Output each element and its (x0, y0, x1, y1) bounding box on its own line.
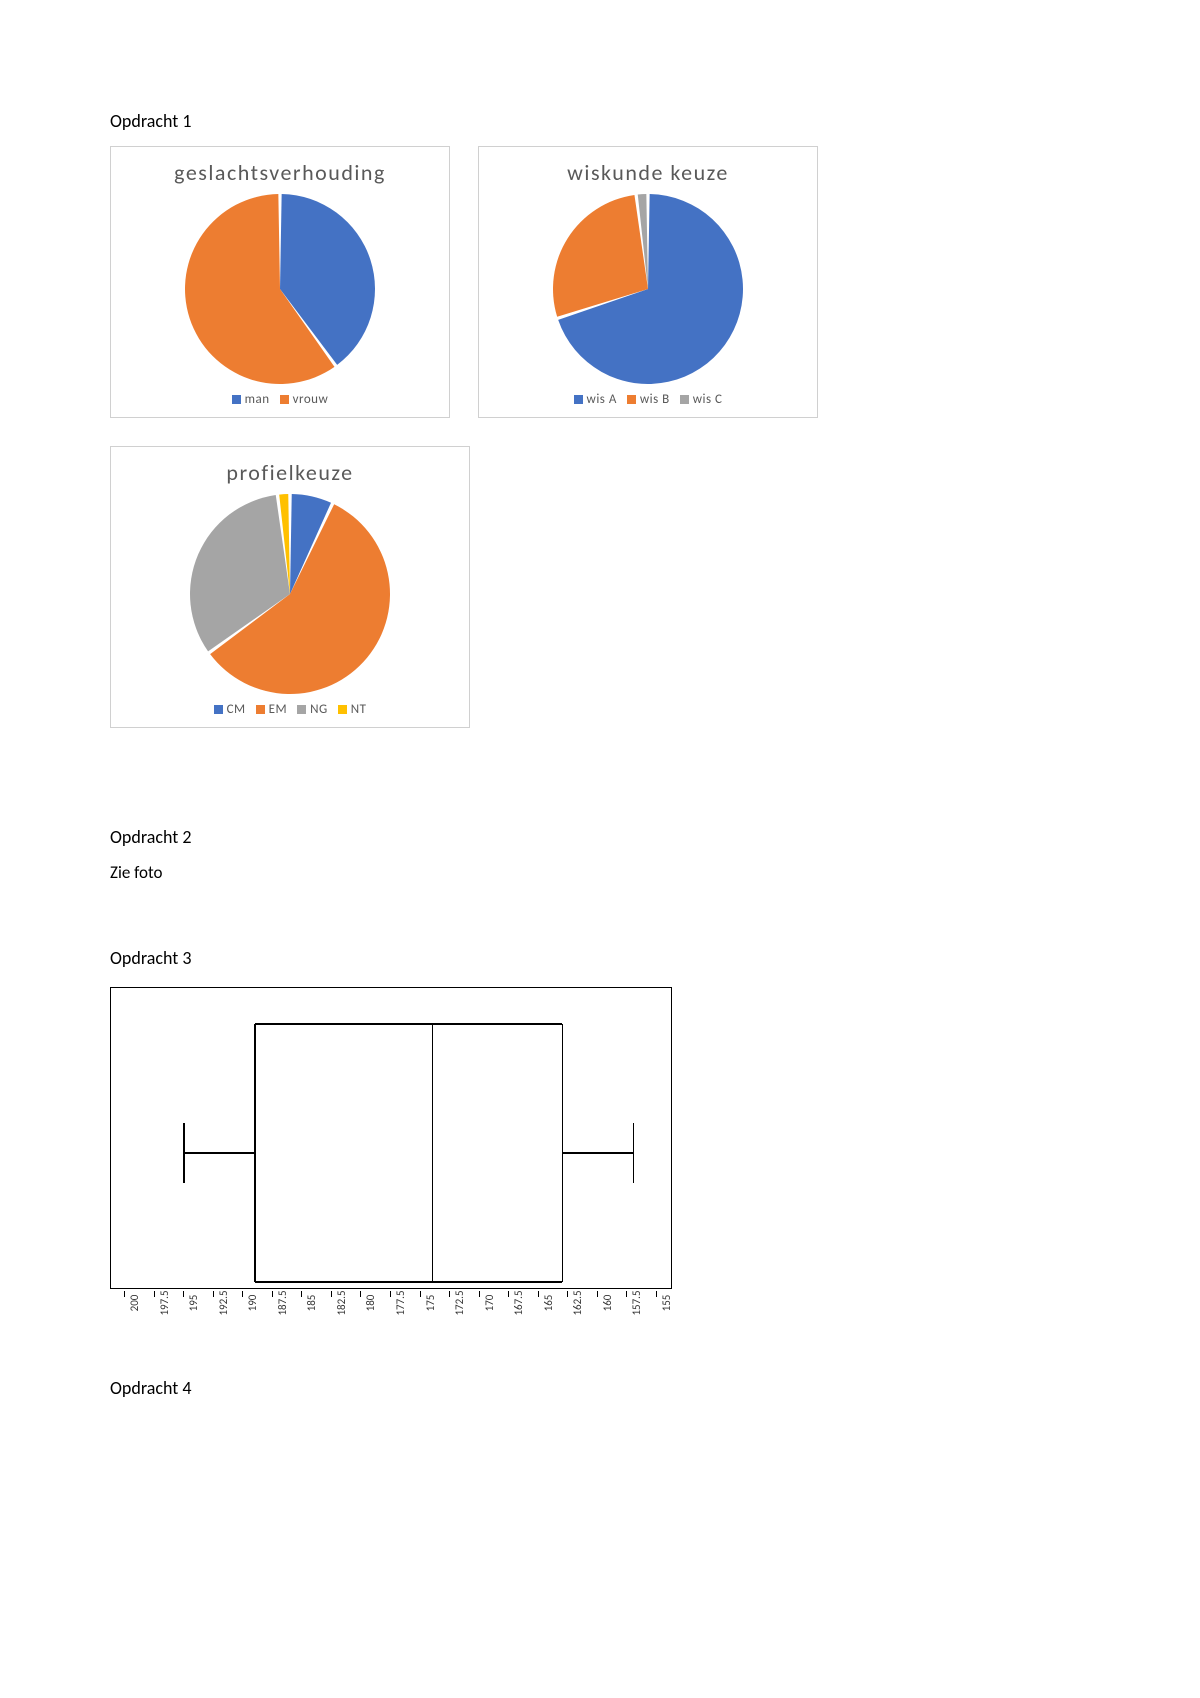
axis-tick-mark (597, 1291, 598, 1297)
legend-label: wis C (693, 392, 723, 407)
axis-tick-mark (449, 1291, 450, 1297)
axis-tick-mark (213, 1291, 214, 1297)
chart-profielkeuze: profielkeuze CM EM NG NT (110, 446, 470, 728)
axis-tick-label: 200 (128, 1295, 141, 1312)
legend-swatch (232, 395, 241, 404)
chart-row-2: profielkeuze CM EM NG NT (110, 446, 1090, 728)
legend-swatch (574, 395, 583, 404)
axis-tick-mark (420, 1291, 421, 1297)
axis-tick-mark (390, 1291, 391, 1297)
legend-label: wis B (640, 392, 670, 407)
axis-tick-label: 182.5 (335, 1290, 348, 1315)
axis-tick-mark (508, 1291, 509, 1297)
axis-tick-mark (183, 1291, 184, 1297)
heading-opdracht-1: Opdracht 1 (110, 110, 1090, 132)
axis-tick-mark (272, 1291, 273, 1297)
axis-tick-label: 175 (424, 1295, 437, 1312)
axis-tick-mark (154, 1291, 155, 1297)
legend-swatch (280, 395, 289, 404)
boxplot-line (183, 1123, 185, 1183)
legend-label: wis A (587, 392, 617, 407)
axis-tick-mark (656, 1291, 657, 1297)
axis-tick-label: 190 (246, 1295, 259, 1312)
pie-svg (190, 494, 390, 694)
boxplot-chart (110, 987, 672, 1289)
chart-legend: man vrouw (121, 392, 439, 407)
boxplot-line (562, 1152, 633, 1154)
axis-tick-label: 185 (305, 1295, 318, 1312)
boxplot-line (255, 1023, 562, 1025)
axis-tick-label: 197.5 (158, 1290, 171, 1315)
axis-tick-label: 160 (601, 1295, 614, 1312)
heading-opdracht-2: Opdracht 2 (110, 826, 1090, 848)
axis-tick-label: 157.5 (630, 1290, 643, 1315)
axis-tick-label: 187.5 (276, 1290, 289, 1315)
chart-row-1: geslachtsverhouding man vrouw wiskunde ke… (110, 146, 1090, 418)
legend-label: vrouw (293, 392, 329, 407)
pie-container (489, 194, 807, 384)
axis-tick-label: 162.5 (571, 1290, 584, 1315)
boxplot-line (633, 1123, 635, 1183)
axis-tick-mark (538, 1291, 539, 1297)
axis-tick-label: 170 (483, 1295, 496, 1312)
heading-opdracht-3: Opdracht 3 (110, 947, 1090, 969)
legend-label: EM (269, 702, 287, 717)
axis-tick-label: 180 (364, 1295, 377, 1312)
axis-tick-label: 195 (187, 1295, 200, 1312)
axis-tick-label: 155 (660, 1295, 673, 1312)
pie-container (121, 494, 459, 694)
axis-tick-label: 167.5 (512, 1290, 525, 1315)
boxplot-axis: 200197.5195192.5190187.5185182.5180177.5… (110, 1297, 670, 1357)
axis-tick-mark (626, 1291, 627, 1297)
legend-label: NT (351, 702, 367, 717)
legend-swatch (680, 395, 689, 404)
pie-container (121, 194, 439, 384)
axis-tick-mark (301, 1291, 302, 1297)
axis-tick-label: 177.5 (394, 1290, 407, 1315)
pie-svg (185, 194, 375, 384)
legend-swatch (256, 705, 265, 714)
chart-title: geslachtsverhouding (121, 159, 439, 186)
chart-title: wiskunde keuze (489, 159, 807, 186)
axis-tick-mark (479, 1291, 480, 1297)
axis-tick-mark (360, 1291, 361, 1297)
text-zie-foto: Zie foto (110, 862, 1090, 883)
chart-wiskunde-keuze: wiskunde keuze wis A wis B wis C (478, 146, 818, 418)
boxplot-line (255, 1281, 562, 1283)
axis-tick-label: 192.5 (217, 1290, 230, 1315)
chart-legend: wis A wis B wis C (489, 392, 807, 407)
axis-tick-mark (124, 1291, 125, 1297)
legend-swatch (627, 395, 636, 404)
chart-geslachtsverhouding: geslachtsverhouding man vrouw (110, 146, 450, 418)
pie-svg (553, 194, 743, 384)
chart-legend: CM EM NG NT (121, 702, 459, 717)
heading-opdracht-4: Opdracht 4 (110, 1377, 1090, 1399)
boxplot-line (184, 1152, 255, 1154)
legend-swatch (214, 705, 223, 714)
boxplot-line (432, 1024, 434, 1282)
axis-tick-mark (331, 1291, 332, 1297)
axis-tick-mark (242, 1291, 243, 1297)
legend-swatch (297, 705, 306, 714)
axis-tick-label: 172.5 (453, 1290, 466, 1315)
legend-label: CM (227, 702, 246, 717)
legend-label: man (245, 392, 270, 407)
legend-label: NG (310, 702, 328, 717)
axis-tick-label: 165 (542, 1295, 555, 1312)
axis-tick-mark (567, 1291, 568, 1297)
chart-title: profielkeuze (121, 459, 459, 486)
legend-swatch (338, 705, 347, 714)
